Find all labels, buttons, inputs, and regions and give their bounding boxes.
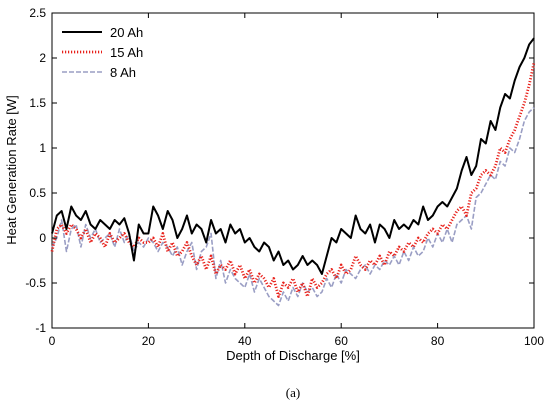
ticks-group: 0 20 40 60 80 100 -1 -0.5 0 0.5 1 1.5 2 2.5 <box>25 6 544 348</box>
y-tick-label-2: 0 <box>39 231 46 245</box>
x-tick-label-1: 20 <box>142 334 156 348</box>
y-tick-label-5: 1.5 <box>29 96 46 110</box>
series-line-8-ah <box>51 106 535 307</box>
x-axis-label: Depth of Discharge [%] <box>226 348 360 363</box>
x-tick-label-4: 80 <box>431 334 445 348</box>
x-tick-label-5: 100 <box>524 334 544 348</box>
series-line-20-ah <box>51 37 535 275</box>
x-tick-label-0: 0 <box>49 334 56 348</box>
legend: 20 Ah 15 Ah 8 Ah <box>62 25 143 80</box>
y-axis-label: Heat Generation Rate [W] <box>4 95 19 245</box>
axes-box <box>51 12 535 329</box>
legend-label-0: 20 Ah <box>110 25 143 40</box>
y-tick-label-6: 2 <box>39 51 46 65</box>
figure-caption: (a) <box>286 385 300 400</box>
series-group <box>50 37 536 307</box>
legend-label-2: 8 Ah <box>110 65 136 80</box>
series-line-15-ah <box>50 62 536 298</box>
legend-label-1: 15 Ah <box>110 45 143 60</box>
plot-area: 0 20 40 60 80 100 -1 -0.5 0 0.5 1 1.5 2 2.5 <box>25 6 544 348</box>
x-tick-label-2: 40 <box>238 334 252 348</box>
x-tick-label-3: 60 <box>335 334 349 348</box>
y-tick-label-0: -1 <box>35 321 46 335</box>
y-tick-label-1: -0.5 <box>25 276 46 290</box>
y-tick-label-4: 1 <box>39 141 46 155</box>
y-tick-label-7: 2.5 <box>29 6 46 20</box>
y-tick-label-3: 0.5 <box>29 186 46 200</box>
